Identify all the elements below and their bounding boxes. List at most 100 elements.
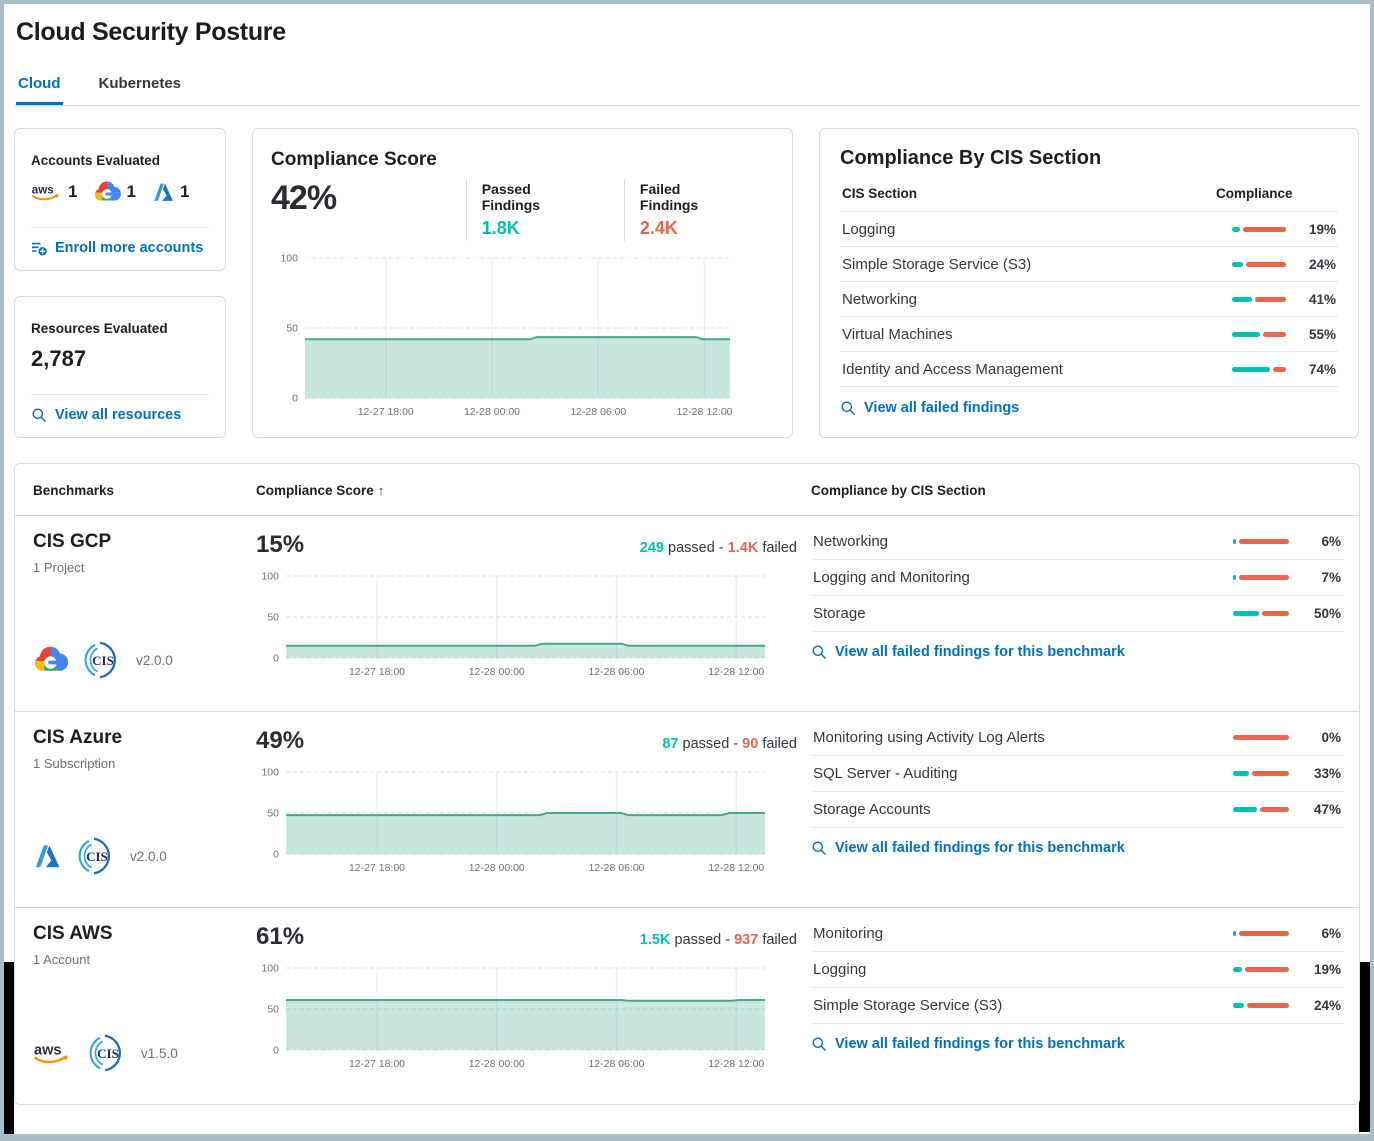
list-add-icon bbox=[31, 240, 47, 256]
view-failed-findings-benchmark-link[interactable]: View all failed findings for this benchm… bbox=[811, 1024, 1343, 1052]
svg-text:CIS: CIS bbox=[92, 653, 114, 668]
card-divider bbox=[31, 394, 209, 395]
benchmarks-table: Benchmarks Compliance Score ↑ Compliance … bbox=[14, 463, 1360, 1105]
aws-icon: aws bbox=[33, 1040, 73, 1067]
benchmark-cis-sections-cell: Networking 6% Logging and Monitoring 7% bbox=[811, 524, 1343, 695]
cis-section-name: SQL Server - Auditing bbox=[813, 765, 958, 782]
svg-text:12-27 18:00: 12-27 18:00 bbox=[358, 406, 414, 418]
failed-count: 937 bbox=[734, 932, 759, 948]
compliance-percent: 24% bbox=[1313, 998, 1341, 1013]
aws-icon: aws bbox=[31, 182, 63, 203]
view-failed-findings-benchmark-label: View all failed findings for this benchm… bbox=[835, 644, 1125, 660]
summary-cards-row: Accounts Evaluated aws 1 1 bbox=[14, 128, 1360, 438]
svg-text:aws: aws bbox=[32, 183, 54, 196]
compliance-bar bbox=[1232, 296, 1286, 302]
enroll-more-accounts-label: Enroll more accounts bbox=[55, 240, 204, 256]
cis-section-rows: Logging 19% Simple Storage Service (S3) … bbox=[840, 211, 1338, 386]
compliance-percent: 55% bbox=[1308, 326, 1336, 342]
compliance-column-header: Compliance bbox=[1216, 186, 1293, 201]
compliance-percent: 0% bbox=[1321, 730, 1341, 745]
passed-findings-value: 1.8K bbox=[481, 218, 520, 238]
gcp-icon bbox=[93, 181, 122, 203]
cis-section-name: Simple Storage Service (S3) bbox=[813, 997, 1003, 1014]
passed-findings-label: Passed Findings bbox=[481, 181, 541, 213]
cis-section-row: Monitoring using Activity Log Alerts 0% bbox=[811, 720, 1343, 756]
tab-bar: Cloud Kubernetes bbox=[14, 75, 1360, 106]
azure-icon bbox=[33, 843, 62, 870]
card-divider bbox=[31, 227, 209, 228]
compliance-score-trend-chart: 12-27 18:00 12-28 00:00 12-28 06:00 12-28 1… bbox=[280, 253, 732, 419]
svg-text:0: 0 bbox=[273, 849, 279, 861]
svg-text:0: 0 bbox=[273, 653, 279, 665]
benchmark-trend-chart: 12-27 18:00 12-28 00:00 12-28 06:00 12-28 1… bbox=[261, 767, 765, 874]
benchmark-row: CIS GCP 1 Project CIS v2.0.0 15% 249 bbox=[15, 516, 1359, 712]
cis-section-row: Virtual Machines 55% bbox=[840, 316, 1338, 351]
page-title: Cloud Security Posture bbox=[16, 18, 286, 46]
provider-count-item: 1 bbox=[152, 182, 189, 203]
cis-section-name: Virtual Machines bbox=[842, 325, 953, 343]
accounts-evaluated-title: Accounts Evaluated bbox=[31, 153, 161, 168]
svg-text:12-28 00:00: 12-28 00:00 bbox=[469, 666, 525, 678]
benchmark-version: v2.0.0 bbox=[136, 652, 173, 668]
cis-section-name: Networking bbox=[813, 533, 889, 550]
provider-account-count: 1 bbox=[179, 182, 190, 201]
svg-text:12-28 06:00: 12-28 06:00 bbox=[588, 1058, 644, 1070]
compliance-percent: 24% bbox=[1308, 256, 1336, 272]
benchmark-subtitle: 1 Project bbox=[33, 560, 85, 575]
left-card-column: Accounts Evaluated aws 1 1 bbox=[14, 128, 226, 438]
compliance-percent: 74% bbox=[1308, 361, 1336, 377]
view-failed-findings-benchmark-link[interactable]: View all failed findings for this benchm… bbox=[811, 632, 1343, 660]
benchmark-score-cell: 49% 87 passed - 90 failed 12-27 18:00 12-… bbox=[256, 720, 811, 891]
benchmark-score-header: 15% 249 passed - 1.4K failed bbox=[256, 531, 797, 559]
svg-text:12-28 00:00: 12-28 00:00 bbox=[469, 862, 525, 874]
cis-section-row: Simple Storage Service (S3) 24% bbox=[811, 988, 1343, 1024]
view-failed-findings-benchmark-link[interactable]: View all failed findings for this benchm… bbox=[811, 828, 1343, 856]
svg-text:50: 50 bbox=[267, 612, 279, 624]
benchmark-logos: aws CIS v1.5.0 bbox=[33, 1034, 256, 1072]
svg-text:12-27 18:00: 12-27 18:00 bbox=[349, 1058, 405, 1070]
tab-kubernetes[interactable]: Kubernetes bbox=[98, 75, 182, 92]
passed-count: 1.5K bbox=[639, 932, 671, 948]
view-all-resources-link[interactable]: View all resources bbox=[31, 407, 209, 423]
compliance-bar bbox=[1233, 807, 1289, 812]
compliance-percent: 7% bbox=[1321, 570, 1341, 585]
magnifier-icon bbox=[840, 400, 856, 416]
cis-section-name: Storage bbox=[813, 605, 866, 622]
compliance-bar bbox=[1232, 331, 1286, 337]
cis-section-name: Monitoring bbox=[813, 925, 884, 942]
passed-findings-stat: Passed Findings 1.8K bbox=[465, 179, 586, 241]
resources-count: 2,787 bbox=[31, 346, 87, 371]
tab-cloud[interactable]: Cloud bbox=[16, 75, 63, 105]
benchmark-name: CIS AWS bbox=[33, 923, 113, 944]
compliance-percent: 6% bbox=[1321, 926, 1341, 941]
cis-section-name: Networking bbox=[842, 290, 918, 308]
compliance-percent: 33% bbox=[1313, 766, 1341, 781]
provider-account-count: 1 bbox=[68, 182, 78, 201]
svg-text:100: 100 bbox=[261, 963, 279, 975]
benchmark-logos: CIS v2.0.0 bbox=[33, 837, 256, 875]
compliance-score-column-header[interactable]: Compliance Score ↑ bbox=[256, 483, 385, 498]
compliance-percent: 19% bbox=[1308, 221, 1336, 237]
passed-failed-summary: 1.5K passed - 937 failed bbox=[639, 932, 797, 948]
svg-text:aws: aws bbox=[34, 1042, 61, 1058]
compliance-bar bbox=[1233, 931, 1289, 936]
svg-text:50: 50 bbox=[267, 808, 279, 820]
view-all-failed-findings-link[interactable]: View all failed findings bbox=[840, 386, 1338, 416]
benchmark-cis-sections-cell: Monitoring using Activity Log Alerts 0% … bbox=[811, 720, 1343, 891]
benchmark-score-header: 61% 1.5K passed - 937 failed bbox=[256, 923, 797, 951]
svg-text:12-28 12:00: 12-28 12:00 bbox=[708, 1058, 764, 1070]
resources-evaluated-title: Resources Evaluated bbox=[31, 321, 168, 336]
compliance-percent: 19% bbox=[1313, 962, 1341, 977]
benchmark-subtitle: 1 Subscription bbox=[33, 756, 116, 771]
azure-icon bbox=[152, 182, 175, 203]
svg-text:12-28 12:00: 12-28 12:00 bbox=[708, 666, 764, 678]
accounts-evaluated-card: Accounts Evaluated aws 1 1 bbox=[14, 128, 226, 271]
cis-logo-icon: CIS bbox=[83, 641, 121, 679]
svg-text:12-28 12:00: 12-28 12:00 bbox=[676, 406, 732, 418]
cis-section-row: Simple Storage Service (S3) 24% bbox=[840, 246, 1338, 281]
cis-section-name: Logging and Monitoring bbox=[813, 569, 970, 586]
enroll-more-accounts-link[interactable]: Enroll more accounts bbox=[31, 240, 209, 256]
cis-section-name: Monitoring using Activity Log Alerts bbox=[813, 729, 1045, 746]
benchmark-section-rows: Monitoring 6% Logging 19% bbox=[811, 916, 1343, 1024]
cis-sections-column-header: Compliance by CIS Section bbox=[811, 483, 986, 498]
